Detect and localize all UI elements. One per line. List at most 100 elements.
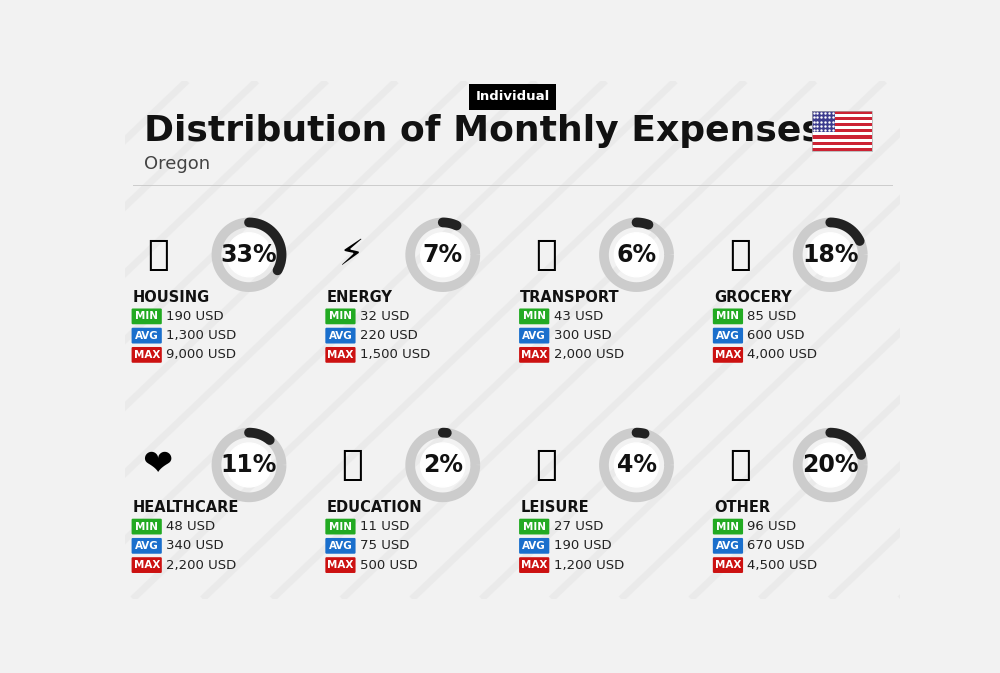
- Text: AVG: AVG: [135, 541, 159, 551]
- Text: 2,200 USD: 2,200 USD: [166, 559, 236, 571]
- FancyBboxPatch shape: [325, 519, 356, 534]
- Text: MAX: MAX: [327, 350, 354, 360]
- Text: AVG: AVG: [716, 541, 740, 551]
- Text: 4,500 USD: 4,500 USD: [747, 559, 817, 571]
- FancyBboxPatch shape: [812, 117, 872, 120]
- Text: 4,000 USD: 4,000 USD: [747, 349, 817, 361]
- FancyBboxPatch shape: [812, 114, 872, 117]
- Text: Distribution of Monthly Expenses: Distribution of Monthly Expenses: [144, 114, 823, 148]
- Text: 33%: 33%: [221, 243, 277, 267]
- FancyBboxPatch shape: [325, 538, 356, 554]
- Text: 300 USD: 300 USD: [554, 329, 611, 342]
- Text: 7%: 7%: [423, 243, 463, 267]
- Text: AVG: AVG: [135, 330, 159, 341]
- FancyBboxPatch shape: [812, 141, 872, 145]
- Text: AVG: AVG: [329, 330, 352, 341]
- FancyBboxPatch shape: [132, 328, 162, 343]
- FancyBboxPatch shape: [812, 129, 872, 133]
- Text: MAX: MAX: [134, 560, 160, 570]
- FancyBboxPatch shape: [812, 135, 872, 139]
- Circle shape: [614, 233, 659, 277]
- Text: ⚡: ⚡: [339, 238, 365, 272]
- Text: 190 USD: 190 USD: [554, 539, 611, 553]
- Circle shape: [227, 443, 271, 487]
- Text: HEALTHCARE: HEALTHCARE: [133, 500, 239, 515]
- Text: MIN: MIN: [329, 522, 352, 532]
- Text: MIN: MIN: [329, 312, 352, 322]
- Text: 2%: 2%: [423, 453, 463, 477]
- Text: ❤️: ❤️: [143, 448, 173, 482]
- Text: 85 USD: 85 USD: [747, 310, 797, 323]
- FancyBboxPatch shape: [812, 123, 872, 127]
- Text: MAX: MAX: [715, 560, 741, 570]
- FancyBboxPatch shape: [519, 347, 549, 363]
- FancyBboxPatch shape: [812, 139, 872, 141]
- FancyBboxPatch shape: [812, 111, 872, 114]
- FancyBboxPatch shape: [325, 557, 356, 573]
- Circle shape: [808, 233, 852, 277]
- FancyBboxPatch shape: [519, 538, 549, 554]
- FancyBboxPatch shape: [713, 328, 743, 343]
- FancyBboxPatch shape: [325, 308, 356, 324]
- FancyBboxPatch shape: [519, 328, 549, 343]
- Text: 1,300 USD: 1,300 USD: [166, 329, 236, 342]
- FancyBboxPatch shape: [713, 538, 743, 554]
- FancyBboxPatch shape: [713, 557, 743, 573]
- FancyBboxPatch shape: [812, 145, 872, 148]
- Text: 48 USD: 48 USD: [166, 520, 215, 533]
- Text: MIN: MIN: [135, 312, 158, 322]
- FancyBboxPatch shape: [713, 308, 743, 324]
- Text: 75 USD: 75 USD: [360, 539, 409, 553]
- Text: 670 USD: 670 USD: [747, 539, 805, 553]
- Text: MIN: MIN: [716, 522, 739, 532]
- Text: 43 USD: 43 USD: [554, 310, 603, 323]
- Text: 🛒: 🛒: [729, 238, 750, 272]
- FancyBboxPatch shape: [812, 111, 835, 133]
- Text: 190 USD: 190 USD: [166, 310, 224, 323]
- FancyBboxPatch shape: [325, 328, 356, 343]
- Text: MIN: MIN: [135, 522, 158, 532]
- Text: AVG: AVG: [522, 330, 546, 341]
- FancyBboxPatch shape: [132, 519, 162, 534]
- Text: AVG: AVG: [329, 541, 352, 551]
- Text: 220 USD: 220 USD: [360, 329, 418, 342]
- Text: 💰: 💰: [729, 448, 750, 482]
- Text: Oregon: Oregon: [144, 155, 210, 173]
- Text: 96 USD: 96 USD: [747, 520, 796, 533]
- Text: 18%: 18%: [802, 243, 858, 267]
- Circle shape: [614, 443, 659, 487]
- FancyBboxPatch shape: [132, 538, 162, 554]
- FancyBboxPatch shape: [812, 127, 872, 129]
- Text: MAX: MAX: [521, 560, 547, 570]
- Text: 9,000 USD: 9,000 USD: [166, 349, 236, 361]
- Text: AVG: AVG: [716, 330, 740, 341]
- Text: MAX: MAX: [715, 350, 741, 360]
- FancyBboxPatch shape: [519, 308, 549, 324]
- FancyBboxPatch shape: [713, 519, 743, 534]
- Text: 11%: 11%: [221, 453, 277, 477]
- FancyBboxPatch shape: [519, 557, 549, 573]
- Text: 340 USD: 340 USD: [166, 539, 224, 553]
- Text: TRANSPORT: TRANSPORT: [520, 289, 620, 305]
- Text: GROCERY: GROCERY: [714, 289, 792, 305]
- FancyBboxPatch shape: [132, 347, 162, 363]
- Text: 11 USD: 11 USD: [360, 520, 409, 533]
- Text: 20%: 20%: [802, 453, 858, 477]
- Text: 2,000 USD: 2,000 USD: [554, 349, 624, 361]
- Text: OTHER: OTHER: [714, 500, 770, 515]
- Text: 🛍: 🛍: [535, 448, 557, 482]
- Text: 1,500 USD: 1,500 USD: [360, 349, 430, 361]
- Text: MIN: MIN: [523, 522, 546, 532]
- Text: MIN: MIN: [716, 312, 739, 322]
- Text: 1,200 USD: 1,200 USD: [554, 559, 624, 571]
- FancyBboxPatch shape: [812, 133, 872, 135]
- Text: 🎓: 🎓: [341, 448, 363, 482]
- Circle shape: [421, 233, 465, 277]
- Text: 4%: 4%: [616, 453, 656, 477]
- FancyBboxPatch shape: [812, 148, 872, 151]
- Circle shape: [421, 443, 465, 487]
- Text: MAX: MAX: [521, 350, 547, 360]
- Text: LEISURE: LEISURE: [520, 500, 589, 515]
- FancyBboxPatch shape: [519, 519, 549, 534]
- Text: 500 USD: 500 USD: [360, 559, 417, 571]
